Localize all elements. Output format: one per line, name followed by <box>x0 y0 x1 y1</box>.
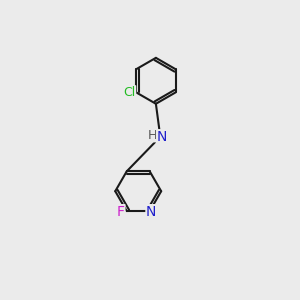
Text: F: F <box>117 205 125 219</box>
Text: N: N <box>157 130 167 144</box>
Text: Cl: Cl <box>123 86 136 99</box>
Text: N: N <box>146 205 156 219</box>
Text: H: H <box>147 129 157 142</box>
